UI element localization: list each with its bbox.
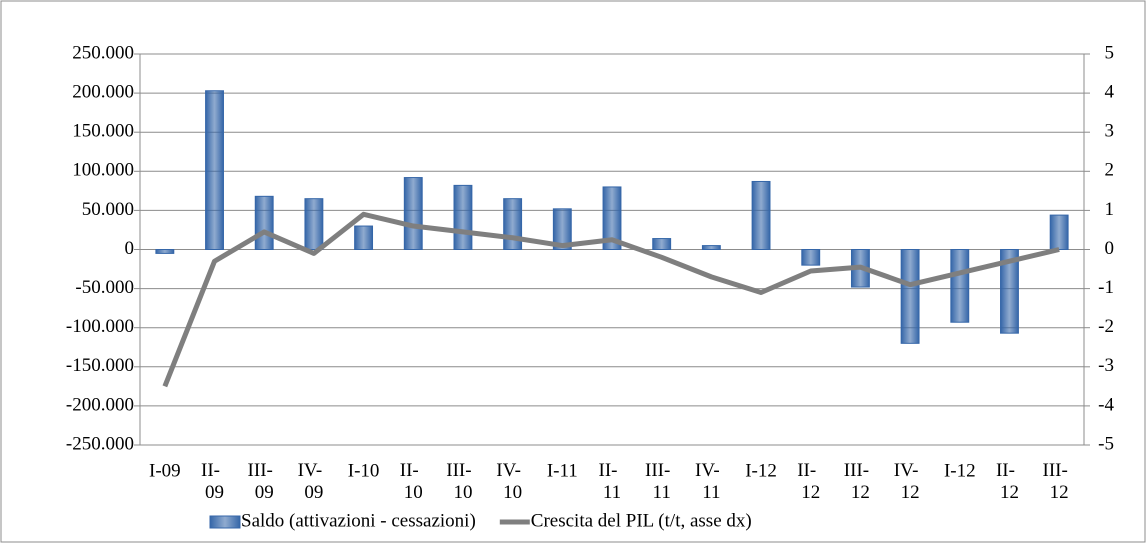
y2-tick-label: -5 xyxy=(1098,433,1114,454)
x-tick-label: IV-11 xyxy=(695,460,720,503)
bar xyxy=(403,177,423,250)
x-tick-label-line: III- xyxy=(1043,460,1068,481)
x-tick-label: IV-10 xyxy=(496,460,522,503)
y-tick-label: -100.000 xyxy=(66,316,134,337)
x-tick-label: III-12 xyxy=(844,460,870,503)
y-tick-label: 0 xyxy=(125,238,135,259)
bar xyxy=(354,225,374,250)
x-tick-label-line: IV- xyxy=(894,460,919,481)
bar xyxy=(304,198,324,250)
y-tick-label: -150.000 xyxy=(66,355,134,376)
x-tick-label-line: II- xyxy=(996,460,1015,481)
bar xyxy=(751,180,771,250)
x-tick-label: IV-12 xyxy=(894,460,920,503)
y2-tick-label: 3 xyxy=(1105,121,1115,142)
y2-tick-label: 5 xyxy=(1105,42,1115,63)
x-tick-label: II-12 xyxy=(797,460,820,503)
y2-tick-label: -4 xyxy=(1098,394,1114,415)
bar xyxy=(701,245,721,250)
legend-label: Saldo (attivazioni - cessazioni) xyxy=(241,510,476,531)
y2-tick-label: 2 xyxy=(1105,160,1115,181)
x-tick-label-line: II- xyxy=(797,460,816,481)
x-tick-label-line: II- xyxy=(400,460,419,481)
bar xyxy=(503,198,523,250)
bar xyxy=(900,249,920,344)
x-tick-label: II-11 xyxy=(599,460,622,503)
x-tick-label-line: III- xyxy=(248,460,273,481)
bar xyxy=(155,249,175,254)
x-tick-label-line: 11 xyxy=(702,482,720,503)
x-tick-label-line: IV- xyxy=(695,460,720,481)
x-tick-label-line: 11 xyxy=(603,482,621,503)
x-tick-label: IV-09 xyxy=(298,460,324,503)
bar xyxy=(552,208,572,250)
bar xyxy=(801,249,821,266)
y-tick-label: -250.000 xyxy=(66,433,134,454)
x-tick-label: III-12 xyxy=(1043,460,1069,503)
x-tick-label-line: 11 xyxy=(653,482,671,503)
y-tick-label: 100.000 xyxy=(72,160,134,181)
x-tick-label-line: II- xyxy=(599,460,618,481)
y-tick-label: 250.000 xyxy=(72,42,134,63)
bar xyxy=(453,184,473,251)
x-tick-label-line: 10 xyxy=(404,482,423,503)
legend-swatch xyxy=(209,515,241,529)
x-tick-label-line: III- xyxy=(844,460,869,481)
y-tick-label: 50.000 xyxy=(82,199,134,220)
x-tick-label: II-12 xyxy=(996,460,1019,503)
x-tick-label-line: 12 xyxy=(1000,482,1019,503)
x-tick-label: I-12 xyxy=(944,460,976,481)
bar xyxy=(1000,249,1019,334)
line xyxy=(162,211,1060,388)
x-tick-label-line: 12 xyxy=(851,482,870,503)
bar xyxy=(1049,214,1069,250)
y-tick-label: 200.000 xyxy=(72,81,134,102)
bar xyxy=(602,186,622,251)
x-tick-label: III-09 xyxy=(248,460,274,503)
y-tick-label: 150.000 xyxy=(72,121,134,142)
x-tick-label: III-10 xyxy=(446,460,472,503)
x-tick-label: II-10 xyxy=(400,460,423,503)
x-tick-label: II-09 xyxy=(201,460,224,503)
bar xyxy=(205,90,224,250)
y2-tick-label: -1 xyxy=(1098,277,1114,298)
x-tick-label-line: 09 xyxy=(304,482,323,503)
x-tick-label-line: II- xyxy=(201,460,220,481)
legend-label: Crescita del PIL (t/t, asse dx) xyxy=(531,510,752,531)
x-tick-label-line: IV- xyxy=(298,460,323,481)
x-tick-label-line: 09 xyxy=(205,482,224,503)
x-tick-label-line: III- xyxy=(446,460,471,481)
y2-tick-label: 1 xyxy=(1105,199,1115,220)
x-tick-label-line: III- xyxy=(645,460,670,481)
y2-tick-label: -3 xyxy=(1098,355,1114,376)
y-tick-label: -50.000 xyxy=(75,277,134,298)
x-tick-label-line: IV- xyxy=(496,460,521,481)
x-tick-label-line: 10 xyxy=(503,482,522,503)
y2-tick-label: -2 xyxy=(1098,316,1114,337)
x-tick-label-line: 12 xyxy=(1050,482,1069,503)
y2-tick-label: 4 xyxy=(1105,81,1115,102)
x-tick-label: I-11 xyxy=(547,460,578,481)
x-tick-label-line: 10 xyxy=(453,482,472,503)
x-tick-label-line: 12 xyxy=(901,482,920,503)
x-tick-label: I-10 xyxy=(348,460,380,481)
bar xyxy=(254,195,274,251)
x-tick-label: I-12 xyxy=(745,460,777,481)
bar xyxy=(950,249,970,323)
x-tick-label: III-11 xyxy=(645,460,671,503)
x-tick-label-line: 12 xyxy=(801,482,820,503)
y-tick-label: -200.000 xyxy=(66,394,134,415)
y2-tick-label: 0 xyxy=(1105,238,1115,259)
bar xyxy=(652,238,672,251)
x-tick-label-line: 09 xyxy=(255,482,274,503)
x-tick-label: I-09 xyxy=(149,460,181,481)
